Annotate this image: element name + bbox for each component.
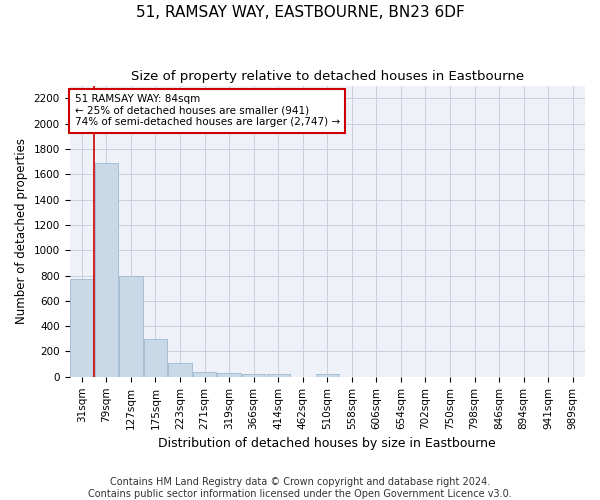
Bar [193,372,216,377]
Text: Contains HM Land Registry data © Crown copyright and database right 2024.
Contai: Contains HM Land Registry data © Crown c… [88,478,512,499]
Bar [266,374,290,377]
Bar [144,339,167,377]
Bar [119,276,143,377]
Bar [316,374,339,377]
Text: 51, RAMSAY WAY, EASTBOURNE, BN23 6DF: 51, RAMSAY WAY, EASTBOURNE, BN23 6DF [136,5,464,20]
Y-axis label: Number of detached properties: Number of detached properties [15,138,28,324]
Bar [95,163,118,377]
X-axis label: Distribution of detached houses by size in Eastbourne: Distribution of detached houses by size … [158,437,496,450]
Bar [242,374,265,377]
Title: Size of property relative to detached houses in Eastbourne: Size of property relative to detached ho… [131,70,524,83]
Text: 51 RAMSAY WAY: 84sqm
← 25% of detached houses are smaller (941)
74% of semi-deta: 51 RAMSAY WAY: 84sqm ← 25% of detached h… [74,94,340,128]
Bar [217,373,241,377]
Bar [70,280,94,377]
Bar [169,363,191,377]
